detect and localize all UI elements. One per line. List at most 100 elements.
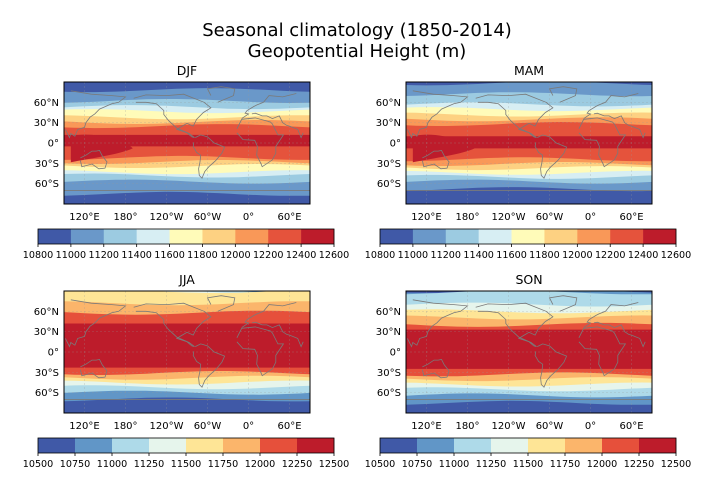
coastline-2 xyxy=(206,86,236,103)
x-tick-label: 60°E xyxy=(619,212,643,223)
x-tick-label: 120°E xyxy=(69,212,99,223)
map-frame xyxy=(405,81,653,205)
colorbar-tick-label: 11400 xyxy=(121,250,152,261)
map-jja xyxy=(64,291,310,413)
y-tick-label: 30°N xyxy=(376,118,401,129)
contour-band-12250 xyxy=(64,323,310,368)
x-tick-label: 60°W xyxy=(194,212,222,223)
colorbar-tick-label: 10750 xyxy=(60,459,91,470)
x-tick-label: 0° xyxy=(585,212,596,223)
colorbar-swatch-12250 xyxy=(297,438,335,453)
y-tick-label: 30°N xyxy=(34,327,59,338)
colorbar-tick-label: 11750 xyxy=(550,459,581,470)
coastline-4 xyxy=(236,117,285,168)
coastline-2 xyxy=(206,295,236,312)
coastline-0 xyxy=(475,93,554,138)
x-tick-label: 60°E xyxy=(277,421,301,432)
x-tick-label: 120°E xyxy=(411,212,441,223)
colorbar-tick-label: 12000 xyxy=(562,250,593,261)
colorbar-tick-label: 12200 xyxy=(253,250,284,261)
y-tick-label: 30°S xyxy=(377,159,401,170)
panel-title: MAM xyxy=(514,63,544,78)
x-tick-label: 0° xyxy=(243,421,254,432)
colorbar-tick-label: 12250 xyxy=(282,459,313,470)
colorbar-tick-label: 10500 xyxy=(365,459,396,470)
x-tick-label: 60°W xyxy=(536,421,564,432)
colorbar-tick-label: 11750 xyxy=(208,459,239,470)
panel-djf: DJF 60°N 30°N 0° 30°S 60°S 120°E 180° 120°W 60°W 0… xyxy=(23,63,350,261)
colorbar-swatch-10800 xyxy=(380,229,414,244)
panel-title: SON xyxy=(515,272,542,287)
colorbar-tick-label: 11000 xyxy=(56,250,87,261)
colorbar-swatch-11400 xyxy=(478,229,512,244)
x-tick-label: 120°E xyxy=(411,421,441,432)
coastline-4 xyxy=(236,326,285,377)
coastline-2 xyxy=(548,295,578,312)
x-tick-label: 60°E xyxy=(277,212,301,223)
colorbar-swatch-12400 xyxy=(643,229,677,244)
x-tick-label: 0° xyxy=(585,421,596,432)
colorbar-tick-label: 12400 xyxy=(628,250,659,261)
colorbar-swatch-11600 xyxy=(511,229,545,244)
y-tick-label: 60°N xyxy=(376,98,401,109)
coastline-4 xyxy=(578,117,627,168)
map-frame xyxy=(63,290,311,414)
colorbar-swatch-11200 xyxy=(445,229,479,244)
colorbar-swatch-11000 xyxy=(454,438,492,453)
colorbar-swatch-12000 xyxy=(602,438,640,453)
map-son xyxy=(406,291,652,413)
panel-title: JJA xyxy=(178,272,195,287)
coastline-2 xyxy=(548,86,578,103)
coastline-3 xyxy=(65,90,304,139)
y-tick-label: 60°S xyxy=(35,179,59,190)
contour-band-12250 xyxy=(406,329,652,369)
colorbar-frame xyxy=(379,228,677,245)
colorbar-tick-label: 10800 xyxy=(365,250,396,261)
map-mam xyxy=(406,82,652,204)
colorbar-jja: 10500 10750 11000 11250 11500 11750 12000 12250… xyxy=(23,437,350,470)
colorbar-tick-label: 12000 xyxy=(220,250,251,261)
y-tick-label: 60°S xyxy=(35,388,59,399)
map-djf xyxy=(64,82,310,204)
colorbar-son: 10500 10750 11000 11250 11500 11750 12000 12250… xyxy=(365,437,692,470)
y-tick-label: 0° xyxy=(390,348,401,359)
coastline-5 xyxy=(422,359,450,379)
x-tick-label: 0° xyxy=(243,212,254,223)
coastline-0 xyxy=(133,302,212,347)
colorbar-tick-label: 12500 xyxy=(661,459,692,470)
figure-title-line2: Geopotential Height (m) xyxy=(248,41,467,62)
colorbar-swatch-10500 xyxy=(380,438,418,453)
colorbar-tick-label: 12000 xyxy=(245,459,276,470)
colorbar-swatch-10800 xyxy=(38,229,72,244)
colorbar-tick-label: 10800 xyxy=(23,250,54,261)
colorbar-swatch-11400 xyxy=(136,229,170,244)
y-tick-label: 30°N xyxy=(34,118,59,129)
colorbar-swatch-11250 xyxy=(491,438,529,453)
colorbar-tick-label: 12250 xyxy=(624,459,655,470)
colorbar-tick-label: 12600 xyxy=(319,250,350,261)
colorbar-swatch-12200 xyxy=(268,229,302,244)
y-tick-label: 30°N xyxy=(376,327,401,338)
x-tick-label: 180° xyxy=(113,421,137,432)
colorbar-tick-label: 11500 xyxy=(513,459,544,470)
y-tick-label: 60°N xyxy=(34,98,59,109)
colorbar-tick-label: 12000 xyxy=(587,459,618,470)
colorbar-tick-label: 11400 xyxy=(463,250,494,261)
colorbar-swatch-12000 xyxy=(235,229,269,244)
x-tick-label: 60°W xyxy=(194,421,222,432)
colorbar-swatch-12250 xyxy=(639,438,677,453)
coastline-1 xyxy=(534,343,568,388)
coastline-0 xyxy=(133,93,212,138)
colorbar-djf: 10800 11000 11200 11400 11600 11800 12000 12200… xyxy=(23,228,350,261)
colorbar-mam: 10800 11000 11200 11400 11600 11800 12000 12200… xyxy=(365,228,691,261)
colorbar-swatch-11000 xyxy=(412,229,447,244)
colorbar-tick-label: 11250 xyxy=(134,459,165,470)
coastline-5 xyxy=(80,359,108,379)
colorbar-tick-label: 10750 xyxy=(402,459,433,470)
coastline-3 xyxy=(407,90,646,139)
colorbar-swatch-12000 xyxy=(577,229,611,244)
colorbar-swatch-11750 xyxy=(565,438,603,453)
colorbar-tick-label: 12500 xyxy=(319,459,350,470)
figure-title-line1: Seasonal climatology (1850-2014) xyxy=(202,20,512,41)
